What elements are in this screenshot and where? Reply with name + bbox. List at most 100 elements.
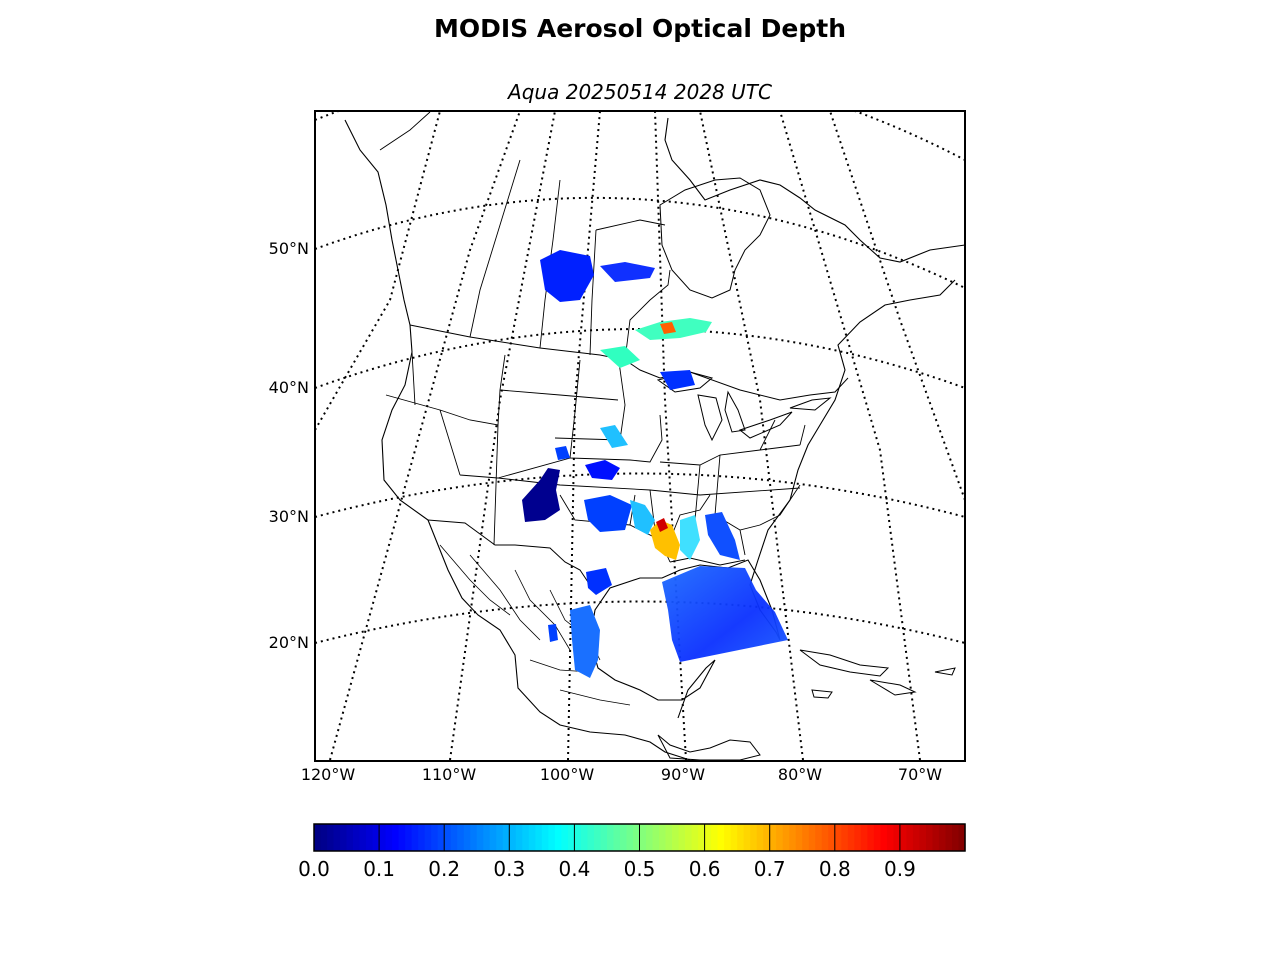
lon-label-110w: 110°W [422, 765, 477, 784]
colorbar-tick-labels: 0.0 0.1 0.2 0.3 0.4 0.5 0.6 0.7 0.8 0.9 [298, 857, 916, 881]
us-mexico-border [427, 519, 591, 586]
aod-patch-manitoba [600, 262, 655, 282]
colorbar-segment [893, 824, 901, 851]
colorbar-segment [346, 824, 354, 851]
colorbar-ticks [378, 824, 901, 851]
colorbar-segment [496, 824, 504, 851]
aod-patch-ontario-peak [660, 322, 676, 334]
lon-label-90w: 90°W [661, 765, 705, 784]
aod-patch-alabama [705, 512, 740, 560]
aod-data-layer [522, 250, 788, 678]
colorbar-segment [808, 824, 816, 851]
colorbar: 0.0 0.1 0.2 0.3 0.4 0.5 0.6 0.7 0.8 0.9 [298, 823, 966, 881]
colorbar-segment [698, 824, 706, 851]
colorbar-segment [535, 824, 543, 851]
lon-label-70w: 70°W [898, 765, 942, 784]
colorbar-segment [789, 824, 797, 851]
aod-patch-gulf [662, 566, 788, 662]
colorbar-segment [867, 824, 875, 851]
lat-label-20n: 20°N [269, 633, 309, 652]
colorbar-segment [659, 824, 667, 851]
colorbar-segment [743, 824, 751, 851]
map-area [315, 111, 965, 761]
chart-subtitle: Aqua 20250514 2028 UTC [508, 80, 772, 104]
colorbar-segment [431, 824, 439, 851]
colorbar-segment [782, 824, 790, 851]
colorbar-segment [411, 824, 419, 851]
colorbar-segment [593, 824, 602, 851]
colorbar-segment [951, 824, 960, 851]
colorbar-segment [509, 824, 517, 851]
aod-patch-oklahoma [584, 495, 632, 532]
lon-label-120w: 120°W [301, 765, 356, 784]
colorbar-segment [763, 824, 771, 851]
colorbar-segment [672, 824, 680, 851]
colorbar-segment [372, 824, 380, 851]
colorbar-segment [567, 824, 575, 851]
colorbar-segment [424, 824, 432, 851]
aod-patch-mexico [548, 624, 558, 642]
aod-patch-iowa [600, 425, 628, 448]
colorbar-segment [353, 824, 361, 851]
lon-label-80w: 80°W [778, 765, 822, 784]
colorbar-segment [802, 824, 810, 851]
colorbar-segment [366, 824, 374, 851]
colorbar-segment [379, 824, 387, 851]
aod-patch-louisiana [650, 520, 680, 560]
colorbar-segment [828, 824, 836, 851]
colorbar-segment [314, 824, 322, 851]
colorbar-segment [522, 824, 530, 851]
colorbar-label-8: 0.8 [819, 857, 851, 881]
colorbar-label-9: 0.9 [884, 857, 916, 881]
map-frame [314, 110, 966, 762]
colorbar-segment [340, 824, 348, 851]
province-borders [379, 111, 671, 361]
colorbar-segment [392, 824, 400, 851]
colorbar-label-2: 0.2 [428, 857, 460, 881]
colorbar-segment [398, 824, 406, 851]
colorbar-label-1: 0.1 [363, 857, 395, 881]
colorbar-segment [333, 824, 341, 851]
colorbar-segment [945, 824, 953, 851]
colorbar-segment [919, 824, 927, 851]
colorbar-segment [821, 824, 829, 851]
colorbar-segment [613, 824, 621, 851]
colorbar-segment [854, 824, 862, 851]
aod-patch-texas-coast [570, 605, 600, 678]
caribbean-islands [799, 649, 956, 699]
colorbar-segment [899, 824, 908, 851]
colorbar-segment [685, 824, 693, 851]
colorbar-segment [704, 824, 712, 851]
colorbar-segment [860, 824, 868, 851]
colorbar-segments [314, 824, 966, 851]
aod-patch-arkansas [630, 500, 655, 535]
colorbar-segment [776, 824, 784, 851]
aod-patch-louisiana-peak [656, 518, 668, 532]
colorbar-segment [619, 824, 628, 851]
colorbar-segment [561, 824, 569, 851]
colorbar-segment [541, 824, 549, 851]
aod-patch-nebraska [555, 446, 570, 460]
colorbar-segment [847, 824, 855, 851]
aod-patch-minnesota [600, 346, 640, 368]
state-borders [385, 351, 806, 566]
hudson-bay [659, 177, 771, 299]
colorbar-segment [528, 824, 536, 851]
colorbar-segment [769, 824, 777, 851]
colorbar-segment [841, 824, 849, 851]
colorbar-segment [483, 824, 491, 851]
colorbar-segment [489, 824, 497, 851]
colorbar-segment [632, 824, 641, 851]
colorbar-segment [678, 824, 686, 851]
colorbar-segment [470, 824, 478, 851]
colorbar-segment [795, 824, 803, 851]
colorbar-segment [626, 824, 634, 851]
colorbar-segment [717, 824, 725, 851]
colorbar-segment [580, 824, 589, 851]
colorbar-segment [906, 824, 914, 851]
colorbar-segment [515, 824, 523, 851]
colorbar-segment [574, 824, 582, 851]
colorbar-segment [756, 824, 764, 851]
colorbar-label-6: 0.6 [689, 857, 721, 881]
